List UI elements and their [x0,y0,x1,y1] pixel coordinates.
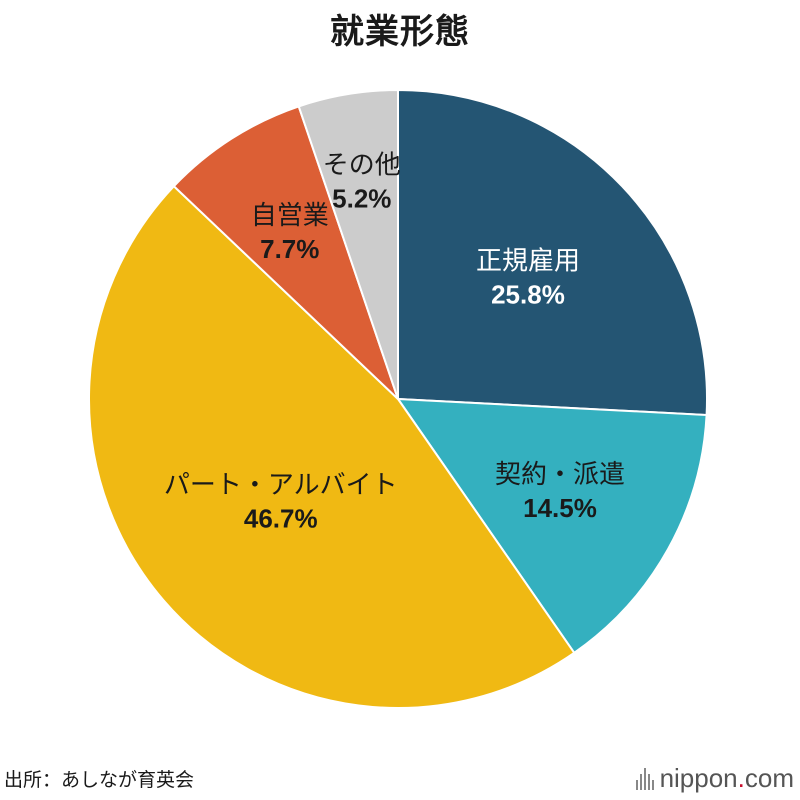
slice-value-label: 25.8% [491,280,565,310]
pie-slice [87,184,576,709]
source-note: 出所：あしなが育英会 [4,769,195,791]
brand-dot: . [737,763,745,793]
pie-slice [397,88,708,417]
slice-label: 契約・派遣 [495,460,625,490]
brand-bars-icon [635,767,654,790]
slice-label: パート・アルバイト [164,471,398,501]
brand-tld: com [744,763,794,793]
pie-slice [297,88,399,400]
slice-label: 正規雇用 [476,247,580,277]
slice-value-label: 14.5% [523,493,597,523]
chart-title: 就業形態 [330,12,470,52]
brand-name: nippon [659,763,738,793]
pie-slice [396,397,708,655]
slice-label: その他 [323,150,401,180]
slice-value-label: 46.7% [244,504,318,534]
pie-slice [172,105,399,400]
slice-value-label: 5.2% [332,183,391,213]
slice-value-label: 7.7% [260,234,319,264]
brand-logo: nippon. com [635,763,794,794]
slice-label: 自営業 [251,201,329,231]
